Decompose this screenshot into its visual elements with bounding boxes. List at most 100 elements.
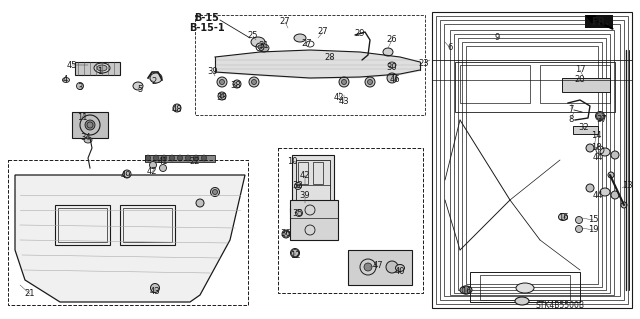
Text: 15: 15 bbox=[588, 216, 598, 225]
Text: 45: 45 bbox=[67, 61, 77, 70]
Polygon shape bbox=[72, 112, 108, 138]
Polygon shape bbox=[585, 15, 613, 28]
Ellipse shape bbox=[251, 37, 265, 47]
Ellipse shape bbox=[575, 226, 582, 233]
Text: 33: 33 bbox=[292, 181, 303, 189]
Text: 44: 44 bbox=[593, 191, 604, 201]
Ellipse shape bbox=[611, 191, 619, 199]
Ellipse shape bbox=[173, 104, 181, 112]
Circle shape bbox=[596, 113, 604, 120]
Text: 26: 26 bbox=[387, 35, 397, 44]
Bar bbox=[292, 155, 334, 213]
Circle shape bbox=[462, 286, 470, 294]
Text: 48: 48 bbox=[172, 106, 182, 115]
Ellipse shape bbox=[94, 63, 110, 73]
Text: 22: 22 bbox=[189, 158, 200, 167]
Text: 14: 14 bbox=[591, 131, 601, 140]
Circle shape bbox=[621, 202, 627, 208]
Text: 18: 18 bbox=[591, 143, 602, 152]
Text: 41: 41 bbox=[157, 158, 168, 167]
Text: 32: 32 bbox=[579, 123, 589, 132]
Ellipse shape bbox=[220, 94, 224, 98]
Text: 28: 28 bbox=[324, 54, 335, 63]
Ellipse shape bbox=[170, 155, 175, 161]
Text: 40: 40 bbox=[395, 266, 405, 276]
Bar bbox=[55, 205, 110, 245]
Text: 27: 27 bbox=[280, 18, 291, 26]
Ellipse shape bbox=[159, 165, 166, 172]
Text: 43: 43 bbox=[150, 287, 160, 296]
Circle shape bbox=[367, 79, 372, 85]
Ellipse shape bbox=[515, 297, 529, 305]
Text: 42: 42 bbox=[300, 170, 310, 180]
Ellipse shape bbox=[161, 155, 166, 161]
Bar bbox=[296, 160, 330, 208]
Text: 42: 42 bbox=[333, 93, 344, 101]
Circle shape bbox=[386, 261, 398, 273]
Ellipse shape bbox=[177, 155, 182, 161]
Ellipse shape bbox=[600, 188, 610, 196]
Text: 3: 3 bbox=[77, 84, 83, 93]
Circle shape bbox=[342, 79, 346, 85]
Circle shape bbox=[249, 77, 259, 87]
Text: 42: 42 bbox=[147, 167, 157, 176]
Bar bbox=[123, 208, 172, 242]
Bar bbox=[455, 62, 615, 112]
Ellipse shape bbox=[396, 264, 404, 271]
Bar bbox=[8, 160, 248, 305]
Circle shape bbox=[220, 79, 225, 85]
Polygon shape bbox=[15, 175, 245, 302]
Text: 19: 19 bbox=[588, 226, 598, 234]
Text: 35: 35 bbox=[292, 209, 303, 218]
Text: FR.: FR. bbox=[591, 17, 609, 27]
Circle shape bbox=[217, 77, 227, 87]
Text: 39: 39 bbox=[208, 68, 218, 77]
Ellipse shape bbox=[259, 44, 269, 52]
Bar bbox=[298, 162, 308, 184]
Ellipse shape bbox=[212, 189, 218, 195]
Text: 27: 27 bbox=[301, 39, 312, 48]
Ellipse shape bbox=[193, 155, 198, 161]
Text: 7: 7 bbox=[568, 105, 573, 114]
Text: 13: 13 bbox=[621, 181, 632, 189]
Ellipse shape bbox=[150, 284, 159, 293]
Bar bbox=[278, 148, 423, 293]
Text: 8: 8 bbox=[568, 115, 573, 123]
Text: 17: 17 bbox=[575, 65, 586, 75]
Ellipse shape bbox=[133, 82, 143, 90]
Ellipse shape bbox=[586, 184, 594, 192]
Text: 29: 29 bbox=[355, 28, 365, 38]
Text: 37: 37 bbox=[596, 115, 607, 123]
Ellipse shape bbox=[145, 155, 150, 161]
Bar bbox=[460, 65, 530, 103]
Ellipse shape bbox=[296, 184, 300, 188]
Text: 30: 30 bbox=[387, 63, 397, 71]
Circle shape bbox=[258, 45, 262, 49]
Text: B-15-1: B-15-1 bbox=[189, 23, 225, 33]
Ellipse shape bbox=[294, 34, 306, 42]
Text: 1: 1 bbox=[97, 68, 102, 77]
Polygon shape bbox=[562, 78, 610, 92]
Circle shape bbox=[387, 73, 397, 83]
Text: 36: 36 bbox=[280, 229, 291, 239]
Bar bbox=[120, 205, 175, 245]
Ellipse shape bbox=[186, 155, 191, 161]
Polygon shape bbox=[348, 250, 412, 285]
Ellipse shape bbox=[600, 148, 610, 156]
Circle shape bbox=[364, 263, 372, 271]
Bar bbox=[58, 208, 107, 242]
Text: 39: 39 bbox=[300, 191, 310, 201]
Ellipse shape bbox=[150, 73, 162, 83]
Text: 49: 49 bbox=[121, 170, 131, 180]
Ellipse shape bbox=[595, 112, 605, 121]
Ellipse shape bbox=[388, 62, 396, 68]
Ellipse shape bbox=[84, 137, 92, 143]
Ellipse shape bbox=[559, 213, 568, 220]
Bar bbox=[540, 65, 610, 103]
Bar bbox=[480, 275, 570, 300]
Text: 23: 23 bbox=[419, 58, 429, 68]
Ellipse shape bbox=[63, 78, 70, 83]
Ellipse shape bbox=[150, 161, 157, 168]
Bar bbox=[470, 272, 580, 302]
Polygon shape bbox=[145, 155, 215, 162]
